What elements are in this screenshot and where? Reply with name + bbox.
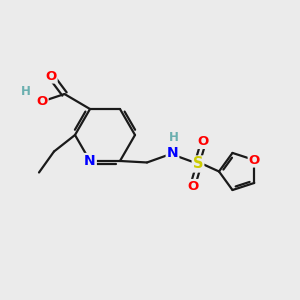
Text: O: O (249, 154, 260, 166)
Text: N: N (84, 154, 96, 168)
Text: O: O (45, 70, 57, 83)
Text: O: O (188, 180, 199, 193)
Text: O: O (36, 95, 48, 108)
Text: H: H (169, 131, 179, 144)
Text: S: S (193, 157, 203, 172)
Text: N: N (167, 146, 178, 161)
Text: H: H (21, 85, 30, 98)
Text: O: O (197, 135, 208, 148)
